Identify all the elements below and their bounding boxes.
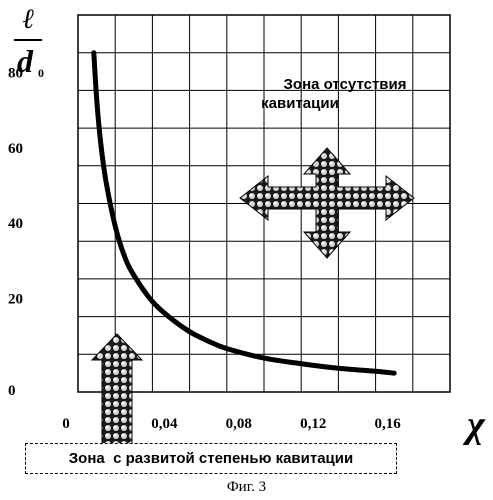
zone-developed-cavitation-box: Зона с развитой степенью кавитации [25,443,397,474]
figure-caption: Фиг. 3 [0,479,493,496]
x-tick-label-1: 0,04 [151,416,178,432]
y-axis-label-subscript: 0 [38,66,44,80]
y-tick-label-4: 80 [8,65,23,81]
y-tick-label-0: 0 [8,383,16,399]
y-tick-labels: 0 20 40 60 80 [8,65,23,399]
y-tick-label-3: 60 [8,141,23,157]
y-tick-label-1: 20 [8,292,23,308]
y-axis-label-numerator: ℓ [22,4,34,35]
zone-developed-cavitation-label: Зона с развитой степенью кавитации [69,450,353,467]
x-tick-label-0: 0 [62,416,70,432]
zone-no-cavitation-line1: Зона отсутствия [284,76,407,93]
x-axis-label: χ [462,404,486,446]
x-tick-label-3: 0,12 [300,416,326,432]
x-tick-label-4: 0,16 [374,416,401,432]
x-tick-label-2: 0,08 [226,416,252,432]
y-tick-label-2: 40 [8,216,23,232]
zone-no-cavitation-line2: кавитации [261,95,339,112]
